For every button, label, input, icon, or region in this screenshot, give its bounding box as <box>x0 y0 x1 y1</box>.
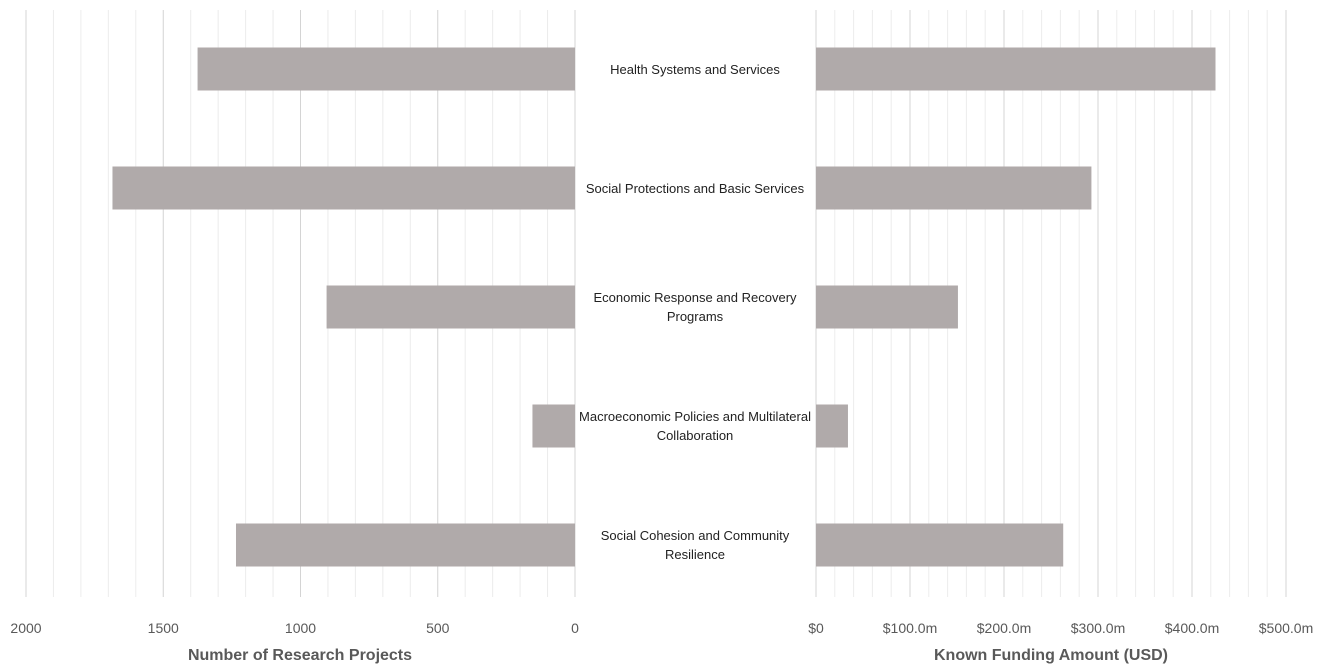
projects-bar <box>112 166 575 210</box>
projects-bar <box>532 404 575 448</box>
right-tick-label: $0 <box>808 620 824 636</box>
category-label: Macroeconomic Policies and Multilateral … <box>579 409 811 443</box>
left-axis-ticks: 2000 1500 1000 500 0 <box>10 620 579 636</box>
funding-bar <box>816 47 1216 91</box>
funding-bar <box>816 404 848 448</box>
right-axis-ticks: $0 $100.0m $200.0m $300.0m $400.0m $500.0m <box>808 620 1313 636</box>
left-gridlines <box>25 10 576 597</box>
projects-bar <box>326 285 575 329</box>
right-tick-label: $300.0m <box>1071 620 1125 636</box>
left-tick-label: 1000 <box>285 620 316 636</box>
right-axis-title: Known Funding Amount (USD) <box>934 647 1168 664</box>
funding-bar <box>816 285 958 329</box>
category-label: Social Cohesion and Community Resilience <box>600 528 790 562</box>
left-axis-title: Number of Research Projects <box>188 647 412 664</box>
right-tick-label: $500.0m <box>1259 620 1313 636</box>
right-tick-label: $200.0m <box>977 620 1031 636</box>
category-label: Economic Response and Recovery Programs <box>593 290 797 324</box>
left-tick-label: 0 <box>571 620 579 636</box>
category-label: Health Systems and Services <box>610 61 780 77</box>
left-tick-label: 2000 <box>10 620 41 636</box>
right-tick-label: $100.0m <box>883 620 937 636</box>
projects-bar <box>235 523 575 567</box>
left-tick-label: 500 <box>426 620 450 636</box>
right-tick-label: $400.0m <box>1165 620 1219 636</box>
category-label: Social Protections and Basic Services <box>585 180 805 196</box>
left-tick-label: 1500 <box>148 620 179 636</box>
projects-bar <box>197 47 575 91</box>
left-bars <box>112 47 575 567</box>
right-bars <box>816 47 1216 567</box>
funding-bar <box>816 166 1092 210</box>
funding-bar <box>816 523 1064 567</box>
